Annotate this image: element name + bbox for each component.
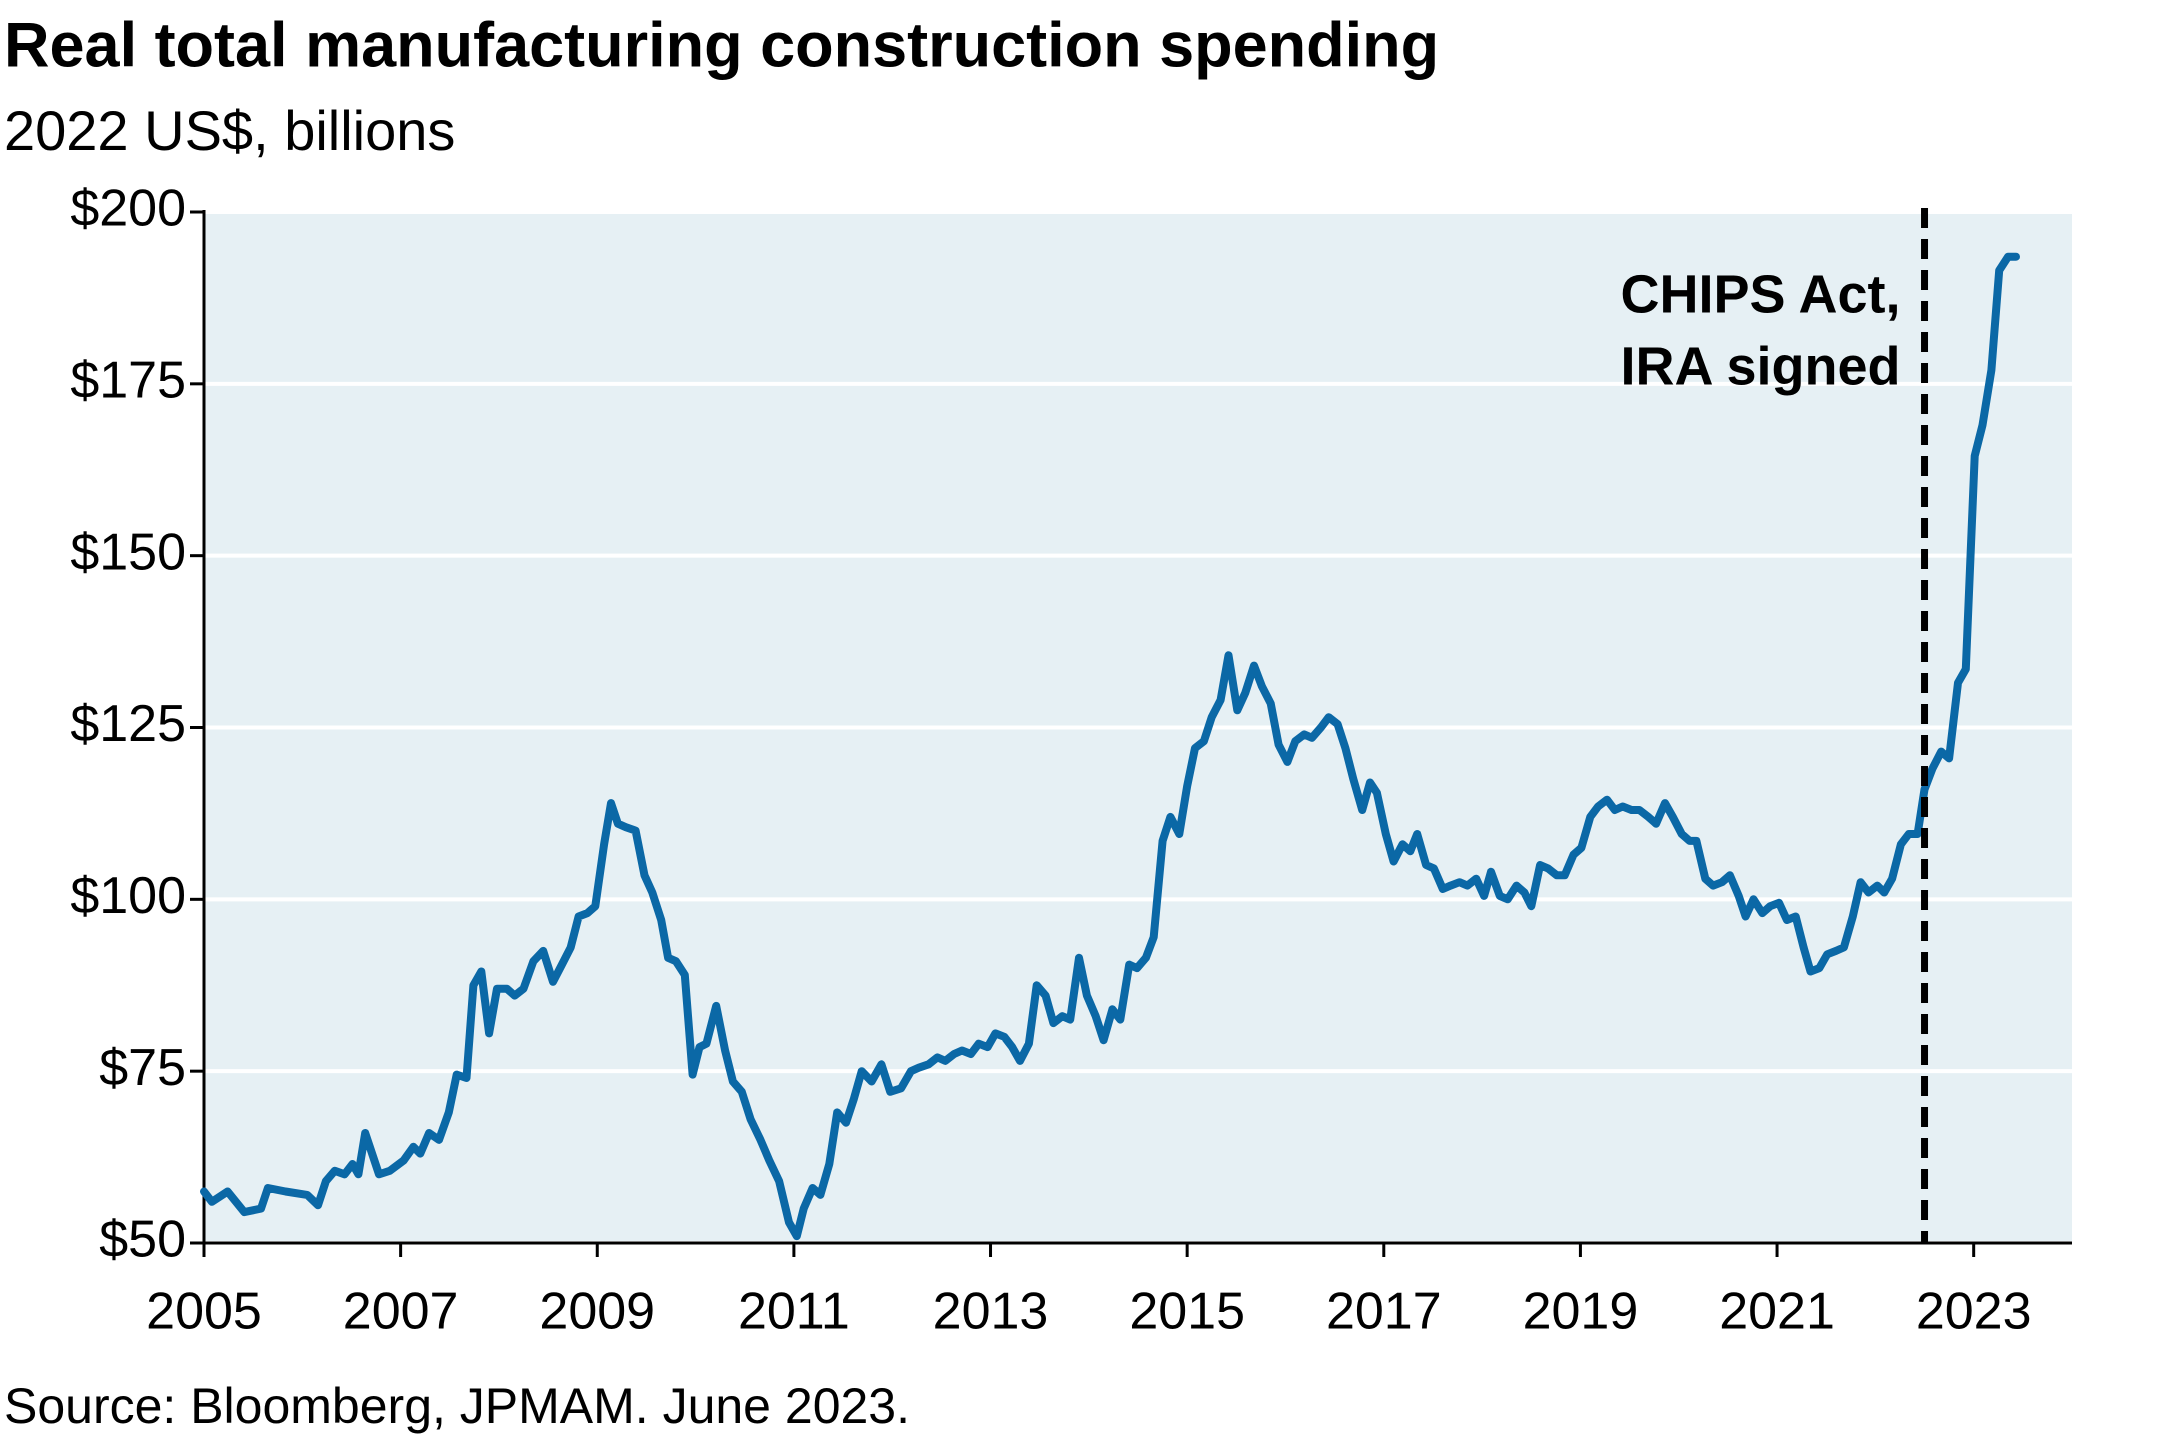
x-tick-label: 2015: [1129, 1283, 1245, 1341]
y-tick-label: $125: [70, 695, 186, 753]
annotation-text: IRA signed: [1620, 336, 1900, 396]
x-tick-label: 2013: [933, 1283, 1049, 1341]
x-tick-label: 2009: [539, 1283, 655, 1341]
x-tick-label: 2023: [1916, 1283, 2032, 1341]
y-tick-label: $175: [70, 352, 186, 410]
chart-subtitle: 2022 US$, billions: [4, 99, 455, 162]
chart-title: Real total manufacturing construction sp…: [4, 11, 1439, 81]
x-tick-label: 2019: [1523, 1283, 1639, 1341]
data-line: [200, 252, 2020, 1241]
x-tick-label: 2011: [738, 1283, 850, 1341]
annotation-text: CHIPS Act,: [1620, 264, 1900, 324]
y-tick-label: $100: [70, 867, 186, 925]
y-tick-label: $150: [70, 523, 186, 581]
y-tick-label: $200: [70, 180, 186, 238]
source-note: Source: Bloomberg, JPMAM. June 2023.: [4, 1378, 910, 1434]
x-tick-label: 2021: [1719, 1283, 1835, 1341]
x-tick-label: 2017: [1326, 1283, 1442, 1341]
y-tick-label: $75: [99, 1039, 186, 1097]
x-tick-label: 2007: [343, 1283, 459, 1341]
y-tick-label: $50: [99, 1211, 186, 1269]
x-tick-label: 2005: [146, 1283, 262, 1341]
